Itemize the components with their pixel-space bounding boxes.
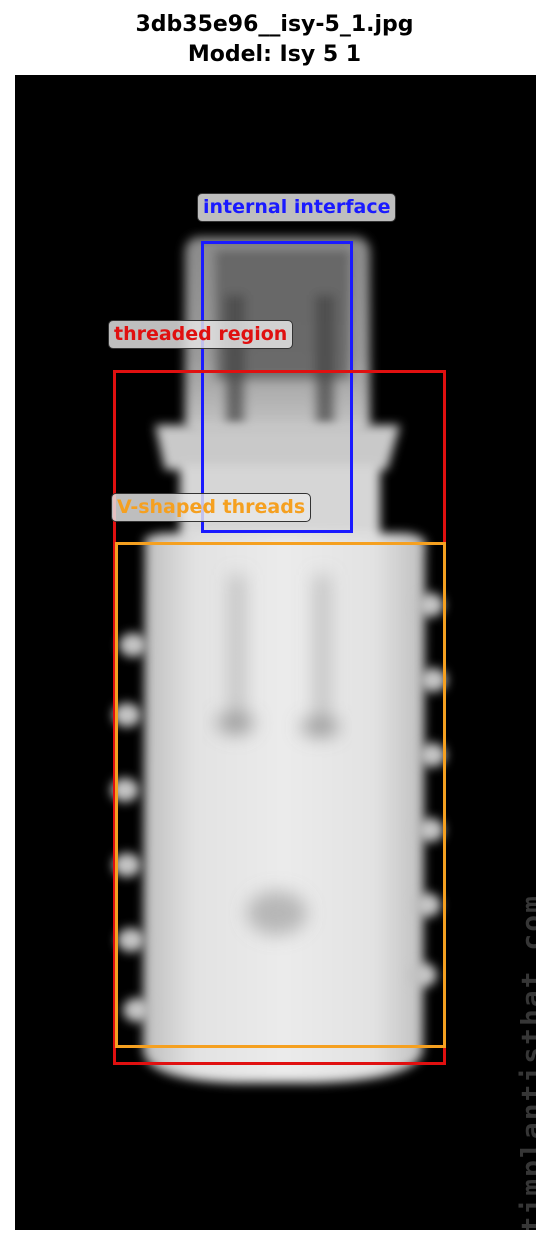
- label-internal-interface: internal interface: [197, 193, 397, 222]
- bbox-v-shaped-threads: [115, 542, 446, 1048]
- figure-title-filename: 3db35e96__isy-5_1.jpg: [135, 12, 414, 37]
- implant-threads: [111, 593, 447, 1022]
- bbox-internal-interface: [201, 241, 353, 533]
- implant-internal-shadows: [215, 575, 340, 935]
- label-threaded-region: threaded region: [108, 320, 294, 349]
- watermark-text: whatimplantisthat.com: [515, 893, 536, 1230]
- label-v-shaped-threads: V-shaped threads: [111, 493, 312, 522]
- figure-title-model: Model: Isy 5 1: [187, 42, 362, 67]
- implant-body: [143, 533, 426, 1083]
- xray-image-panel: internal interface threaded region V-sha…: [15, 75, 536, 1230]
